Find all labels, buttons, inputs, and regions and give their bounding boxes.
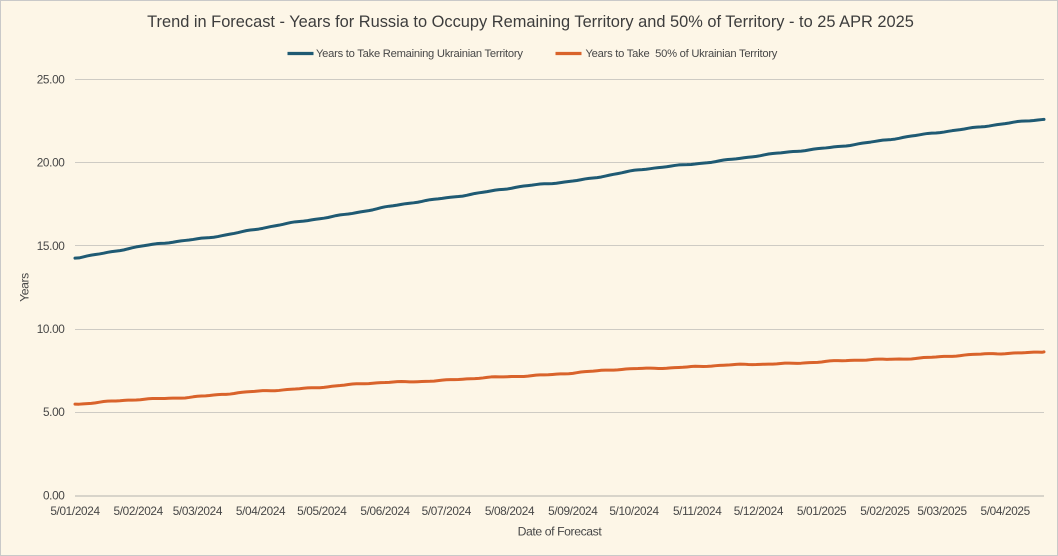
svg-text:5.00: 5.00 — [43, 405, 65, 419]
svg-text:5/10/2024: 5/10/2024 — [609, 504, 659, 518]
svg-text:20.00: 20.00 — [37, 156, 66, 170]
svg-text:5/04/2024: 5/04/2024 — [236, 504, 286, 518]
svg-text:Years to Take 50% of Ukrainia: Years to Take 50% of Ukrainian Territory — [586, 48, 778, 60]
svg-text:25.00: 25.00 — [37, 72, 66, 86]
svg-text:5/12/2024: 5/12/2024 — [734, 504, 784, 518]
svg-text:5/04/2025: 5/04/2025 — [981, 504, 1031, 518]
svg-text:5/02/2024: 5/02/2024 — [114, 504, 164, 518]
svg-text:5/08/2024: 5/08/2024 — [485, 504, 535, 518]
svg-text:5/11/2024: 5/11/2024 — [673, 504, 722, 518]
svg-text:5/02/2025: 5/02/2025 — [860, 504, 910, 518]
svg-text:5/05/2024: 5/05/2024 — [297, 504, 347, 518]
svg-text:5/03/2024: 5/03/2024 — [173, 504, 223, 518]
svg-text:15.00: 15.00 — [37, 239, 66, 253]
svg-text:5/01/2025: 5/01/2025 — [797, 504, 847, 518]
svg-text:Years to Take Remaining Ukrain: Years to Take Remaining Ukrainian Territ… — [316, 48, 523, 60]
svg-text:5/07/2024: 5/07/2024 — [422, 504, 472, 518]
svg-text:5/09/2024: 5/09/2024 — [548, 504, 598, 518]
svg-text:5/06/2024: 5/06/2024 — [360, 504, 410, 518]
svg-text:5/01/2024: 5/01/2024 — [50, 504, 100, 518]
svg-text:0.00: 0.00 — [43, 488, 65, 502]
svg-text:Trend in Forecast - Years for: Trend in Forecast - Years for Russia to … — [147, 13, 914, 31]
svg-text:Years: Years — [18, 273, 32, 302]
svg-text:5/03/2025: 5/03/2025 — [917, 504, 967, 518]
svg-text:Date of Forecast: Date of Forecast — [518, 525, 603, 539]
svg-text:10.00: 10.00 — [37, 322, 66, 336]
